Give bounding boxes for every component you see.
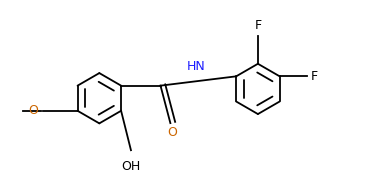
Text: HN: HN <box>187 60 206 73</box>
Text: F: F <box>254 19 262 32</box>
Text: OH: OH <box>121 160 141 173</box>
Text: F: F <box>311 70 318 83</box>
Text: O: O <box>28 104 38 117</box>
Text: O: O <box>167 126 177 139</box>
